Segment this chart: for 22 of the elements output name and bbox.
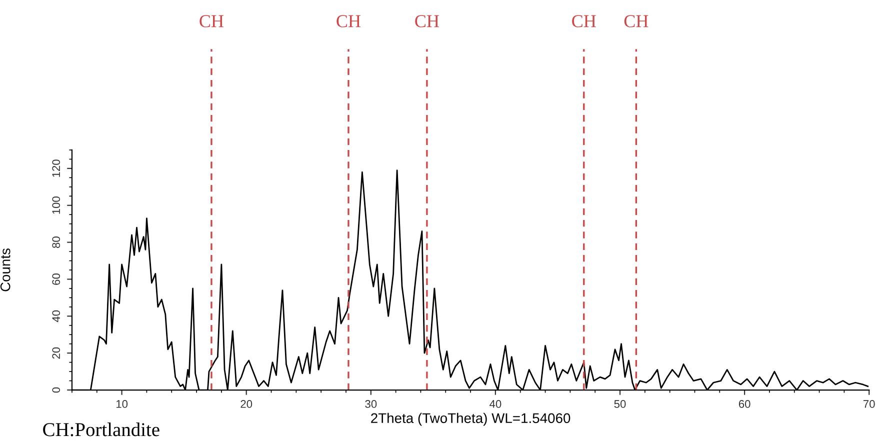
- ref-line-label: CH: [572, 15, 596, 28]
- x-tick-label: 30: [365, 400, 377, 408]
- y-tick-label: 80: [52, 236, 60, 248]
- ref-line-label: CH: [200, 15, 224, 28]
- text: CH:Portlandite: [43, 422, 160, 436]
- y-axis-title: Counts: [0, 248, 10, 292]
- y-tick-label: 20: [52, 347, 60, 359]
- y-tick-label: 60: [52, 273, 60, 285]
- x-axis-title: 2Theta (TwoTheta) WL=1.54060: [371, 412, 570, 426]
- x-tick-label: 10: [116, 400, 128, 408]
- x-tick-label: 50: [614, 400, 626, 408]
- x-tick-label: 70: [863, 400, 875, 408]
- y-tick-label: 120: [52, 160, 60, 177]
- ref-line-label: CH: [624, 15, 648, 28]
- y-tick-label: 100: [52, 196, 60, 214]
- x-tick-label: 60: [738, 400, 750, 408]
- ref-line-label: CH: [336, 15, 360, 28]
- x-tick-label: 20: [240, 400, 252, 408]
- x-tick-label: 40: [490, 400, 502, 408]
- ref-line-label: CH: [415, 15, 439, 28]
- y-tick-label: 40: [52, 310, 60, 322]
- y-tick-label: 0: [52, 387, 60, 393]
